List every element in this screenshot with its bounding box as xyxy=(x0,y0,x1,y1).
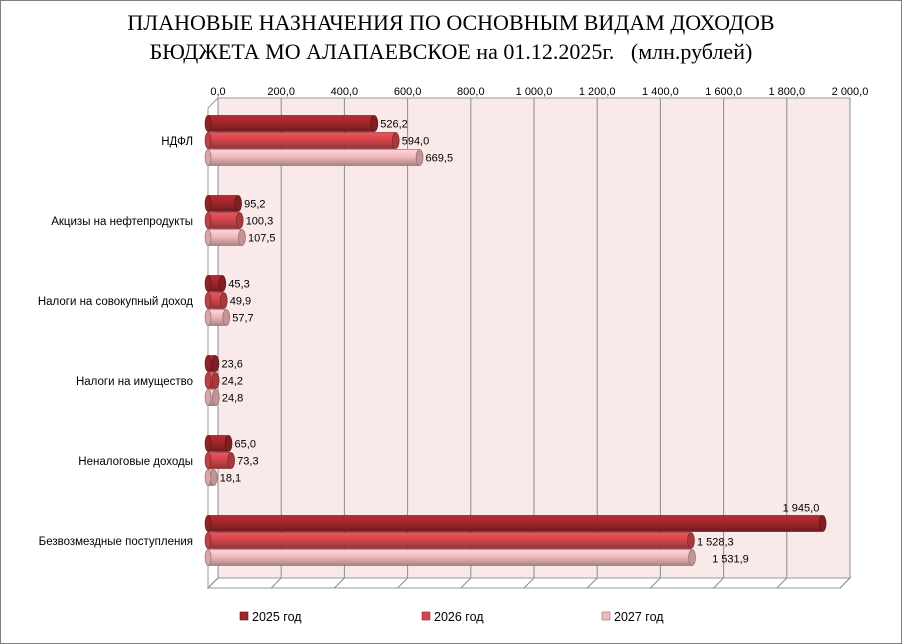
bar xyxy=(204,309,231,326)
legend-label: 2025 год xyxy=(252,610,302,624)
data-label: 1 945,0 xyxy=(783,503,820,515)
gridline-floor xyxy=(207,577,219,589)
data-label: 669,5 xyxy=(426,153,454,165)
bar xyxy=(204,469,218,486)
tick-label: 0,0 xyxy=(210,86,225,98)
legend-swatch xyxy=(601,611,611,621)
chart-title-line-1: ПЛАНОВЫЕ НАЗНАЧЕНИЯ ПО ОСНОВНЫМ ВИДАМ ДО… xyxy=(127,10,775,35)
data-label: 65,0 xyxy=(235,439,256,451)
tick-label: 1 600,0 xyxy=(705,86,742,98)
plot-left-wall xyxy=(207,96,219,590)
legend-swatch xyxy=(421,611,431,621)
data-label: 1 528,3 xyxy=(697,537,734,549)
tick-label: 2 000,0 xyxy=(832,86,869,98)
data-label: 100,3 xyxy=(246,216,274,228)
bars xyxy=(204,115,827,566)
category-label: Налоги на имущество xyxy=(76,376,193,388)
bar xyxy=(204,532,695,549)
legend-entry: 2026 год xyxy=(421,610,484,624)
bar xyxy=(204,549,696,566)
gridlines xyxy=(207,98,851,589)
data-label: 45,3 xyxy=(228,279,249,291)
data-label: 24,2 xyxy=(222,376,243,388)
data-label: 23,6 xyxy=(221,359,242,371)
data-label: 24,8 xyxy=(222,393,243,405)
tick-label: 600,0 xyxy=(394,86,422,98)
category-label: НДФЛ xyxy=(161,136,193,148)
tick-label: 200,0 xyxy=(267,86,295,98)
plot-area xyxy=(206,96,852,590)
chart-title: ПЛАНОВЫЕ НАЗНАЧЕНИЯ ПО ОСНОВНЫМ ВИДАМ ДО… xyxy=(0,8,902,66)
legend-entry: 2025 год xyxy=(239,610,302,624)
bar xyxy=(204,515,827,532)
bar xyxy=(204,212,244,229)
gridline-floor xyxy=(650,577,661,589)
legend-label: 2026 год xyxy=(434,610,484,624)
data-label: 73,3 xyxy=(237,456,258,468)
bar xyxy=(204,372,220,389)
chart-title-line-2: БЮДЖЕТА МО АЛАПАЕВСКОЕ на 01.12.2025г. (… xyxy=(149,39,753,64)
gridline-floor xyxy=(713,577,724,589)
legend-swatch xyxy=(239,611,249,621)
tick-label: 1 200,0 xyxy=(579,86,616,98)
data-label: 49,9 xyxy=(230,296,251,308)
tick-label: 1 000,0 xyxy=(516,86,553,98)
data-label: 18,1 xyxy=(220,473,241,485)
bar xyxy=(204,435,233,452)
gridline-floor xyxy=(460,577,472,589)
gridline-floor xyxy=(334,577,345,589)
bar xyxy=(204,195,242,212)
bar xyxy=(204,275,227,292)
bar xyxy=(204,452,235,469)
legend: 2025 год 2026 год 2027 год xyxy=(239,610,664,624)
x-axis-ticks: 0,0 200,0 400,0 600,0 800,0 1 000,0 1 200,0 1 4… xyxy=(210,86,868,98)
tick-label: 400,0 xyxy=(331,86,359,98)
bar xyxy=(204,389,220,406)
gridline-floor xyxy=(270,577,282,589)
tick-label: 800,0 xyxy=(457,86,485,98)
data-labels: 526,2 594,0 669,5 95,2 100,3 107,5 45,3 49,9 57,… xyxy=(220,119,820,566)
data-label: 526,2 xyxy=(380,119,408,131)
gridline-floor xyxy=(397,577,408,589)
data-label: 107,5 xyxy=(248,233,276,245)
category-label: Налоги на совокупный доход xyxy=(38,296,193,308)
bar xyxy=(204,292,228,309)
legend-entry: 2027 год xyxy=(601,610,664,624)
bar xyxy=(204,355,220,372)
gridline-floor xyxy=(839,577,851,589)
data-label: 95,2 xyxy=(244,199,265,211)
tick-label: 1 800,0 xyxy=(768,86,805,98)
category-label: Безвозмездные поступления xyxy=(39,536,193,548)
legend-label: 2027 год xyxy=(614,610,664,624)
data-label: 1 531,9 xyxy=(712,554,749,566)
bar xyxy=(204,229,246,246)
data-label: 594,0 xyxy=(402,136,430,148)
tick-label: 1 400,0 xyxy=(642,86,679,98)
bar xyxy=(204,132,400,149)
bar xyxy=(204,115,379,132)
gridline-floor xyxy=(523,577,535,589)
data-label: 57,7 xyxy=(232,313,253,325)
bar xyxy=(204,149,424,166)
category-labels: НДФЛ Акцизы на нефтепродукты Налоги на сов… xyxy=(38,136,193,548)
category-label: Акцизы на нефтепродукты xyxy=(51,216,193,228)
gridline-floor xyxy=(586,577,598,589)
category-label: Неналоговые доходы xyxy=(78,456,193,468)
gridline-floor xyxy=(776,577,788,589)
